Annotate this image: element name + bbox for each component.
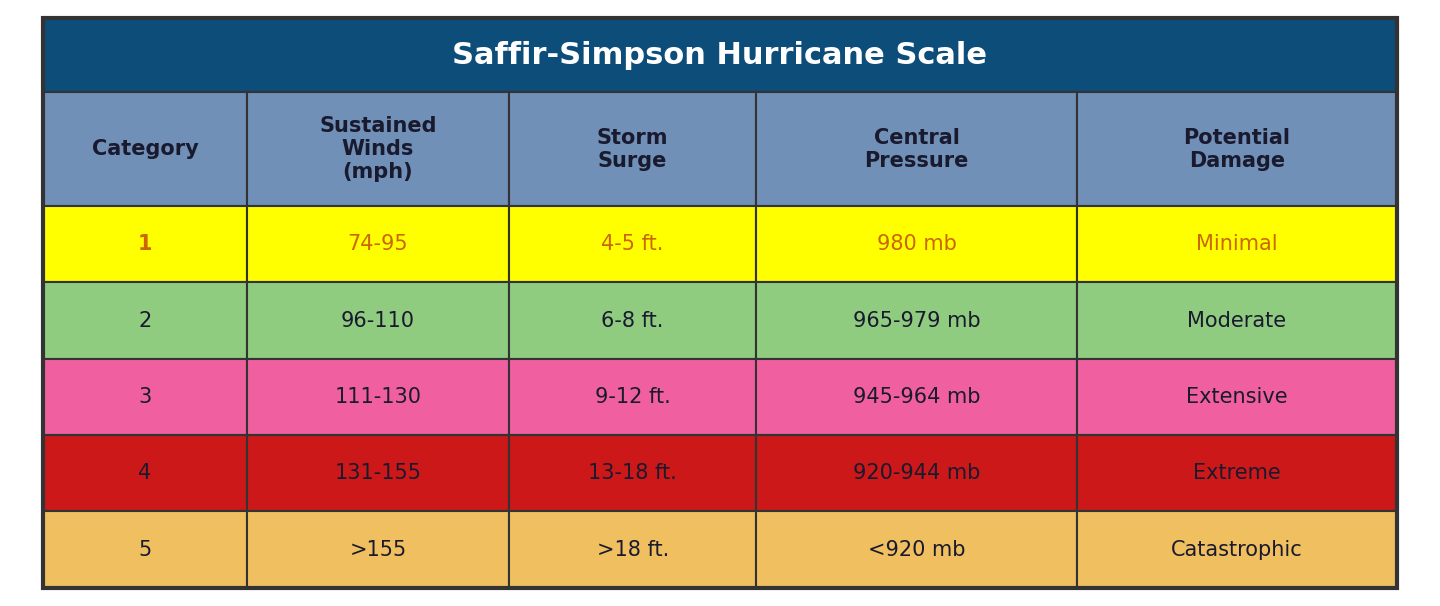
FancyBboxPatch shape [248,359,508,435]
Text: Extreme: Extreme [1192,464,1280,484]
Text: Category: Category [92,139,199,159]
FancyBboxPatch shape [1077,92,1397,206]
Text: 5: 5 [138,540,151,560]
FancyBboxPatch shape [756,511,1077,588]
FancyBboxPatch shape [43,511,248,588]
Text: <920 mb: <920 mb [868,540,965,560]
Text: 945-964 mb: 945-964 mb [852,387,981,407]
FancyBboxPatch shape [43,18,1397,92]
FancyBboxPatch shape [248,206,508,282]
FancyBboxPatch shape [508,92,756,206]
Text: 920-944 mb: 920-944 mb [852,464,981,484]
FancyBboxPatch shape [508,206,756,282]
Text: 9-12 ft.: 9-12 ft. [595,387,671,407]
FancyBboxPatch shape [43,92,248,206]
FancyBboxPatch shape [248,282,508,359]
Text: Extensive: Extensive [1187,387,1287,407]
FancyBboxPatch shape [756,435,1077,511]
Text: Minimal: Minimal [1195,235,1277,255]
FancyBboxPatch shape [1077,282,1397,359]
Text: 980 mb: 980 mb [877,235,956,255]
Text: 965-979 mb: 965-979 mb [852,311,981,331]
FancyBboxPatch shape [1077,435,1397,511]
FancyBboxPatch shape [248,511,508,588]
Text: 4: 4 [138,464,151,484]
Text: 131-155: 131-155 [334,464,422,484]
Text: 96-110: 96-110 [341,311,415,331]
Text: Sustained
Winds
(mph): Sustained Winds (mph) [320,116,436,182]
FancyBboxPatch shape [43,435,248,511]
FancyBboxPatch shape [508,359,756,435]
Text: Saffir-Simpson Hurricane Scale: Saffir-Simpson Hurricane Scale [452,41,988,70]
Text: 1: 1 [138,235,153,255]
FancyBboxPatch shape [756,92,1077,206]
FancyBboxPatch shape [248,92,508,206]
Text: 6-8 ft.: 6-8 ft. [602,311,664,331]
FancyBboxPatch shape [43,359,248,435]
Text: 74-95: 74-95 [347,235,409,255]
Text: 4-5 ft.: 4-5 ft. [602,235,664,255]
Text: Potential
Damage: Potential Damage [1184,128,1290,171]
Text: Storm
Surge: Storm Surge [598,128,668,171]
Text: >18 ft.: >18 ft. [596,540,668,560]
FancyBboxPatch shape [508,511,756,588]
FancyBboxPatch shape [1077,511,1397,588]
FancyBboxPatch shape [756,359,1077,435]
Text: 111-130: 111-130 [334,387,422,407]
FancyBboxPatch shape [508,282,756,359]
FancyBboxPatch shape [1077,206,1397,282]
Text: >155: >155 [350,540,406,560]
Text: Moderate: Moderate [1187,311,1286,331]
FancyBboxPatch shape [508,435,756,511]
FancyBboxPatch shape [1077,359,1397,435]
FancyBboxPatch shape [43,282,248,359]
Text: Catastrophic: Catastrophic [1171,540,1303,560]
FancyBboxPatch shape [43,206,248,282]
FancyBboxPatch shape [248,435,508,511]
Text: 13-18 ft.: 13-18 ft. [589,464,677,484]
Text: Central
Pressure: Central Pressure [864,128,969,171]
FancyBboxPatch shape [756,282,1077,359]
FancyBboxPatch shape [756,206,1077,282]
Text: 2: 2 [138,311,151,331]
Text: 3: 3 [138,387,151,407]
